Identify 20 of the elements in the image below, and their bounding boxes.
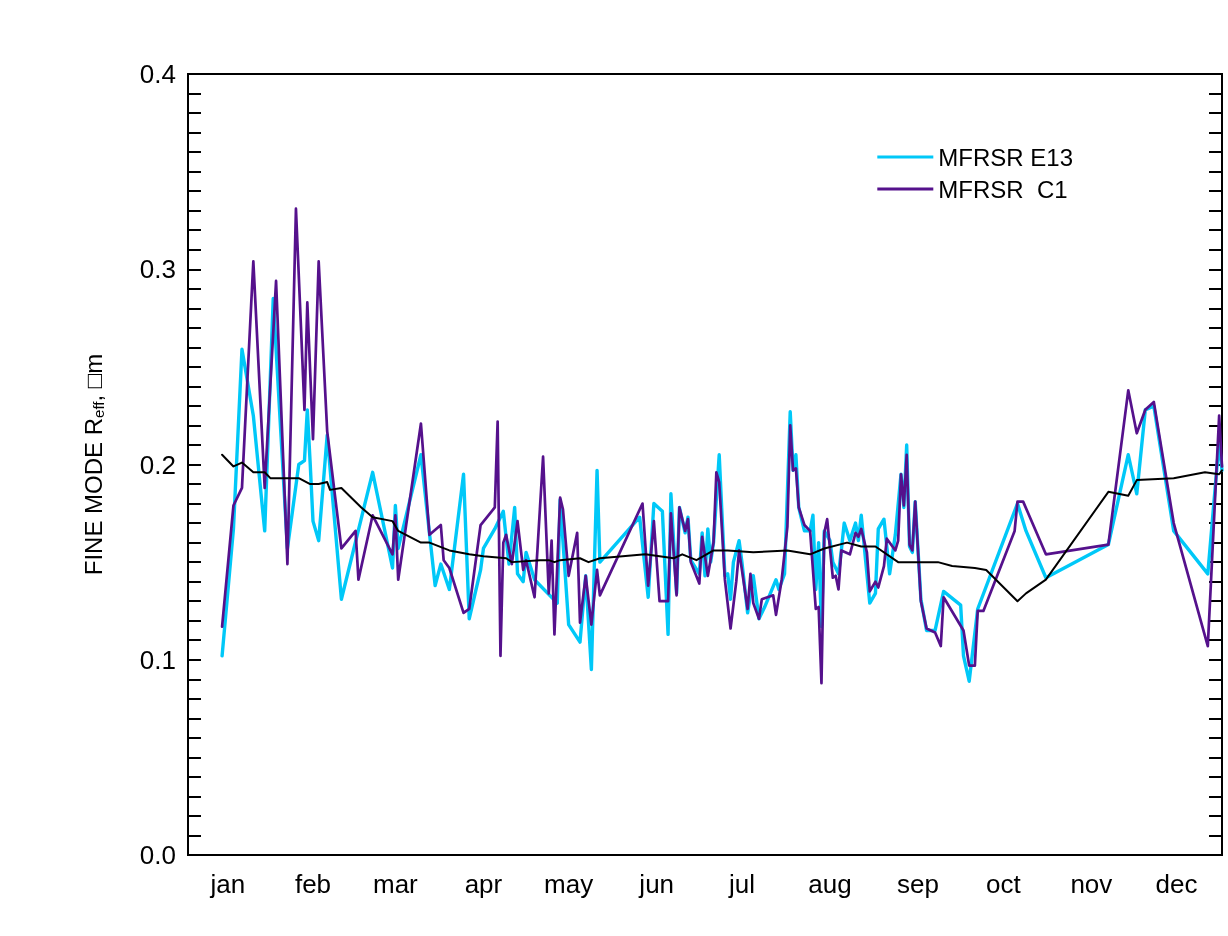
y-tick-label: 0.3: [139, 254, 176, 285]
x-tick-label: oct: [985, 869, 1022, 899]
x-tick-label: jan: [209, 869, 246, 899]
x-tick-label: may: [544, 869, 594, 899]
y-tick-label: 0.0: [139, 840, 176, 870]
x-tick-label: jul: [727, 869, 755, 899]
x-tick-label: feb: [294, 869, 332, 899]
legend-label: MFRSR C1: [938, 175, 1068, 203]
y-axis-title: FINE MODE Reff, □m: [80, 353, 107, 576]
x-tick-label: apr: [464, 869, 503, 899]
legend-label: MFRSR E13: [938, 143, 1074, 171]
y-tick-label: 0.1: [139, 644, 176, 675]
x-tick-label: jun: [638, 869, 675, 899]
x-tick-label: sep: [897, 869, 940, 899]
x-tick-label: nov: [1070, 869, 1113, 899]
x-tick-label: dec: [1155, 869, 1198, 899]
y-tick-label: 0.4: [139, 59, 176, 89]
x-tick-label: aug: [808, 869, 852, 899]
x-tick-label: mar: [372, 869, 419, 899]
y-tick-label: 0.2: [139, 449, 176, 480]
